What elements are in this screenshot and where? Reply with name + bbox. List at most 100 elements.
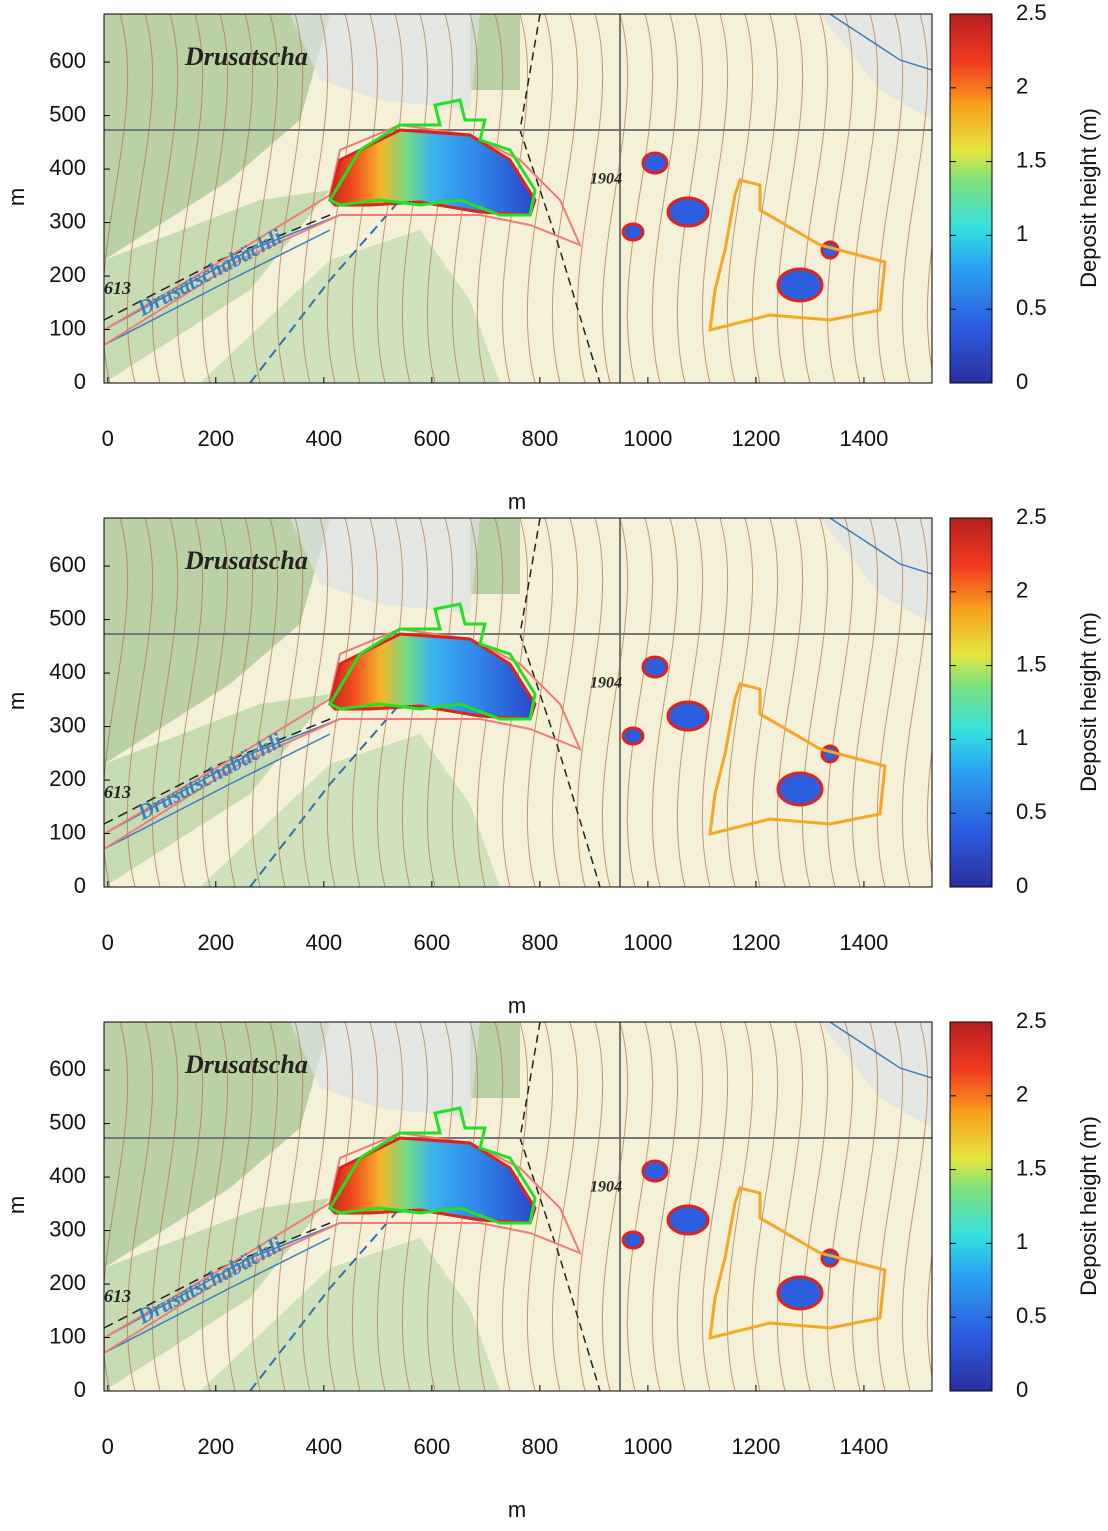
deposit-blob xyxy=(778,1277,822,1309)
x-tick-label: 200 xyxy=(197,1434,234,1459)
x-tick-label: 200 xyxy=(197,426,234,451)
colorbar-tick-label: 1.5 xyxy=(1016,147,1047,172)
y-tick-label: 0 xyxy=(74,369,86,394)
y-tick-label: 300 xyxy=(49,208,86,233)
y-tick-label: 600 xyxy=(49,552,86,577)
deposit-blob xyxy=(668,702,708,730)
y-tick-label: 500 xyxy=(49,605,86,630)
deposit-blob xyxy=(778,269,822,301)
colorbar-tick-label: 0.5 xyxy=(1016,799,1047,824)
x-tick-label: 1400 xyxy=(839,930,888,955)
colorbar-tick-label: 0 xyxy=(1016,873,1028,898)
map-label: 1904 xyxy=(590,675,622,692)
colorbar-tick-label: 1 xyxy=(1016,1229,1028,1254)
deposit-blob xyxy=(643,153,667,173)
x-tick-label: 1000 xyxy=(623,426,672,451)
map-label: Drusatscha xyxy=(184,1050,308,1079)
y-tick-label: 200 xyxy=(49,1270,86,1295)
deposit-blob xyxy=(668,198,708,226)
y-tick-label: 400 xyxy=(49,1163,86,1188)
map-label: 613 xyxy=(104,782,131,802)
deposit-blob xyxy=(643,657,667,677)
x-axis-label: m xyxy=(508,489,526,514)
deposit-blob xyxy=(643,1161,667,1181)
y-tick-label: 0 xyxy=(74,873,86,898)
deposit-blob xyxy=(623,728,643,744)
deposit-blob xyxy=(623,1232,643,1248)
x-tick-label: 1000 xyxy=(623,1434,672,1459)
map-label: Drusatscha xyxy=(184,42,308,71)
colorbar-tick-label: 1 xyxy=(1016,221,1028,246)
x-tick-label: 0 xyxy=(102,1434,114,1459)
x-tick-label: 1200 xyxy=(731,1434,780,1459)
y-tick-label: 400 xyxy=(49,155,86,180)
y-axis-label: m xyxy=(4,1196,29,1214)
colorbar-tick-label: 2 xyxy=(1016,578,1028,603)
y-tick-label: 500 xyxy=(49,1109,86,1134)
y-tick-label: 100 xyxy=(49,315,86,340)
map-label: 1904 xyxy=(590,1179,622,1196)
colorbar xyxy=(950,14,992,383)
colorbar-label: Deposit height (m) xyxy=(1076,108,1101,288)
x-tick-label: 600 xyxy=(413,930,450,955)
x-tick-label: 400 xyxy=(305,930,342,955)
colorbar-tick-label: 2.5 xyxy=(1016,0,1047,25)
colorbar xyxy=(950,1022,992,1391)
y-tick-label: 300 xyxy=(49,712,86,737)
deposit-blob xyxy=(778,773,822,805)
x-tick-label: 400 xyxy=(305,1434,342,1459)
panel: DrusatschaDrusatschabächli61319040200400… xyxy=(4,504,1101,1018)
x-tick-label: 1200 xyxy=(731,426,780,451)
colorbar-tick-label: 2.5 xyxy=(1016,1008,1047,1033)
deposit-blob xyxy=(623,224,643,240)
panel: DrusatschaDrusatschabächli61319040200400… xyxy=(4,0,1101,514)
x-tick-label: 600 xyxy=(413,1434,450,1459)
y-tick-label: 400 xyxy=(49,659,86,684)
y-tick-label: 600 xyxy=(49,48,86,73)
x-tick-label: 1400 xyxy=(839,426,888,451)
x-tick-label: 1400 xyxy=(839,1434,888,1459)
x-tick-label: 0 xyxy=(102,930,114,955)
colorbar xyxy=(950,518,992,887)
map-label: 613 xyxy=(104,1286,131,1306)
map-label: 1904 xyxy=(590,171,622,188)
colorbar-tick-label: 0.5 xyxy=(1016,1303,1047,1328)
x-tick-label: 1000 xyxy=(623,930,672,955)
colorbar-tick-label: 0 xyxy=(1016,369,1028,394)
y-tick-label: 600 xyxy=(49,1056,86,1081)
x-tick-label: 800 xyxy=(522,930,559,955)
colorbar-tick-label: 1 xyxy=(1016,725,1028,750)
colorbar-label: Deposit height (m) xyxy=(1076,612,1101,792)
colorbar-tick-label: 1.5 xyxy=(1016,651,1047,676)
x-tick-label: 400 xyxy=(305,426,342,451)
colorbar-tick-label: 2 xyxy=(1016,1082,1028,1107)
y-tick-label: 200 xyxy=(49,262,86,287)
colorbar-tick-label: 0 xyxy=(1016,1377,1028,1402)
map-label: Drusatscha xyxy=(184,546,308,575)
y-tick-label: 200 xyxy=(49,766,86,791)
x-tick-label: 200 xyxy=(197,930,234,955)
x-tick-label: 1200 xyxy=(731,930,780,955)
x-tick-label: 800 xyxy=(522,426,559,451)
colorbar-tick-label: 0.5 xyxy=(1016,295,1047,320)
y-tick-label: 300 xyxy=(49,1216,86,1241)
x-axis-label: m xyxy=(508,1497,526,1522)
colorbar-tick-label: 2 xyxy=(1016,74,1028,99)
y-axis-label: m xyxy=(4,188,29,206)
y-axis-label: m xyxy=(4,692,29,710)
x-tick-label: 800 xyxy=(522,1434,559,1459)
colorbar-label: Deposit height (m) xyxy=(1076,1116,1101,1296)
y-tick-label: 100 xyxy=(49,819,86,844)
y-tick-label: 0 xyxy=(74,1377,86,1402)
x-axis-label: m xyxy=(508,993,526,1018)
colorbar-tick-label: 1.5 xyxy=(1016,1155,1047,1180)
y-tick-label: 100 xyxy=(49,1323,86,1348)
figure: DrusatschaDrusatschabächli61319040200400… xyxy=(0,0,1108,1526)
deposit-blob xyxy=(668,1206,708,1234)
colorbar-tick-label: 2.5 xyxy=(1016,504,1047,529)
y-tick-label: 500 xyxy=(49,101,86,126)
x-tick-label: 0 xyxy=(102,426,114,451)
x-tick-label: 600 xyxy=(413,426,450,451)
map-label: 613 xyxy=(104,278,131,298)
